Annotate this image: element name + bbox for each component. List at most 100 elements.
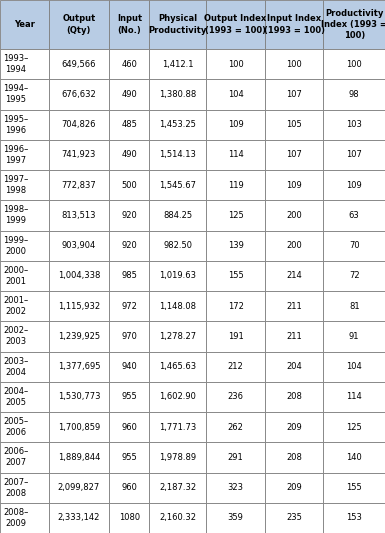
Bar	[323, 140, 385, 170]
Bar	[0, 442, 49, 472]
Bar	[149, 472, 206, 503]
Bar	[206, 140, 265, 170]
Bar	[109, 230, 149, 261]
Bar	[109, 0, 149, 49]
Bar	[109, 79, 149, 109]
Text: 704,826: 704,826	[62, 120, 96, 129]
Bar	[49, 472, 109, 503]
Text: 972: 972	[121, 302, 137, 311]
Bar	[0, 49, 49, 79]
Bar	[265, 110, 323, 140]
Bar	[0, 79, 49, 109]
Text: 211: 211	[286, 302, 302, 311]
Bar	[206, 200, 265, 230]
Bar	[265, 291, 323, 321]
Text: 985: 985	[121, 271, 137, 280]
Text: 191: 191	[228, 332, 243, 341]
Bar	[49, 321, 109, 352]
Text: Output Index
(1993 = 100): Output Index (1993 = 100)	[204, 14, 267, 35]
Bar	[149, 442, 206, 472]
Text: 955: 955	[122, 453, 137, 462]
Text: 960: 960	[121, 423, 137, 432]
Text: 1,380.88: 1,380.88	[159, 90, 196, 99]
Text: 460: 460	[121, 60, 137, 69]
Text: 1995–
1996: 1995– 1996	[3, 115, 28, 135]
Text: 72: 72	[349, 271, 360, 280]
Text: 1993–
1994: 1993– 1994	[3, 54, 28, 74]
Bar	[109, 261, 149, 291]
Bar	[149, 110, 206, 140]
Text: 1,412.1: 1,412.1	[162, 60, 194, 69]
Bar	[323, 170, 385, 200]
Text: 107: 107	[286, 90, 302, 99]
Bar	[49, 110, 109, 140]
Bar	[109, 412, 149, 442]
Bar	[0, 382, 49, 412]
Text: Input
(No.): Input (No.)	[117, 14, 142, 35]
Bar	[149, 503, 206, 533]
Text: 982.50: 982.50	[163, 241, 192, 250]
Text: 2003–
2004: 2003– 2004	[3, 357, 28, 377]
Bar	[0, 170, 49, 200]
Bar	[265, 79, 323, 109]
Text: 1,115,932: 1,115,932	[58, 302, 100, 311]
Text: 1,004,338: 1,004,338	[58, 271, 100, 280]
Text: 2,160.32: 2,160.32	[159, 513, 196, 522]
Text: 2002–
2003: 2002– 2003	[3, 326, 28, 346]
Bar	[206, 230, 265, 261]
Bar	[49, 352, 109, 382]
Bar	[206, 321, 265, 352]
Text: 153: 153	[346, 513, 362, 522]
Text: 1994–
1995: 1994– 1995	[3, 84, 28, 104]
Text: 490: 490	[122, 150, 137, 159]
Bar	[265, 230, 323, 261]
Text: 107: 107	[286, 150, 302, 159]
Bar	[149, 200, 206, 230]
Text: 813,513: 813,513	[62, 211, 96, 220]
Text: 903,904: 903,904	[62, 241, 96, 250]
Text: 970: 970	[121, 332, 137, 341]
Bar	[265, 321, 323, 352]
Text: 676,632: 676,632	[62, 90, 96, 99]
Text: 741,923: 741,923	[62, 150, 96, 159]
Bar	[323, 79, 385, 109]
Bar	[109, 170, 149, 200]
Bar	[265, 472, 323, 503]
Bar	[265, 261, 323, 291]
Text: 960: 960	[121, 483, 137, 492]
Text: 1,453.25: 1,453.25	[159, 120, 196, 129]
Text: 1080: 1080	[119, 513, 140, 522]
Text: 2,187.32: 2,187.32	[159, 483, 196, 492]
Bar	[109, 472, 149, 503]
Bar	[149, 49, 206, 79]
Text: 262: 262	[228, 423, 244, 432]
Text: 100: 100	[346, 60, 362, 69]
Bar	[206, 412, 265, 442]
Text: 211: 211	[286, 332, 302, 341]
Text: 155: 155	[228, 271, 243, 280]
Bar	[206, 442, 265, 472]
Bar	[109, 291, 149, 321]
Text: 109: 109	[228, 120, 243, 129]
Text: 1,700,859: 1,700,859	[58, 423, 100, 432]
Text: 98: 98	[349, 90, 360, 99]
Bar	[0, 472, 49, 503]
Bar	[0, 230, 49, 261]
Text: 920: 920	[122, 241, 137, 250]
Text: 1,545.67: 1,545.67	[159, 181, 196, 190]
Bar	[323, 291, 385, 321]
Text: Productivity
Index (1993 =
100): Productivity Index (1993 = 100)	[321, 9, 385, 40]
Bar	[323, 110, 385, 140]
Bar	[109, 321, 149, 352]
Bar	[109, 49, 149, 79]
Text: 649,566: 649,566	[62, 60, 96, 69]
Bar	[265, 382, 323, 412]
Bar	[323, 503, 385, 533]
Bar	[0, 503, 49, 533]
Text: 139: 139	[228, 241, 244, 250]
Text: 81: 81	[349, 302, 360, 311]
Text: 359: 359	[228, 513, 244, 522]
Bar	[49, 503, 109, 533]
Bar	[265, 352, 323, 382]
Bar	[149, 170, 206, 200]
